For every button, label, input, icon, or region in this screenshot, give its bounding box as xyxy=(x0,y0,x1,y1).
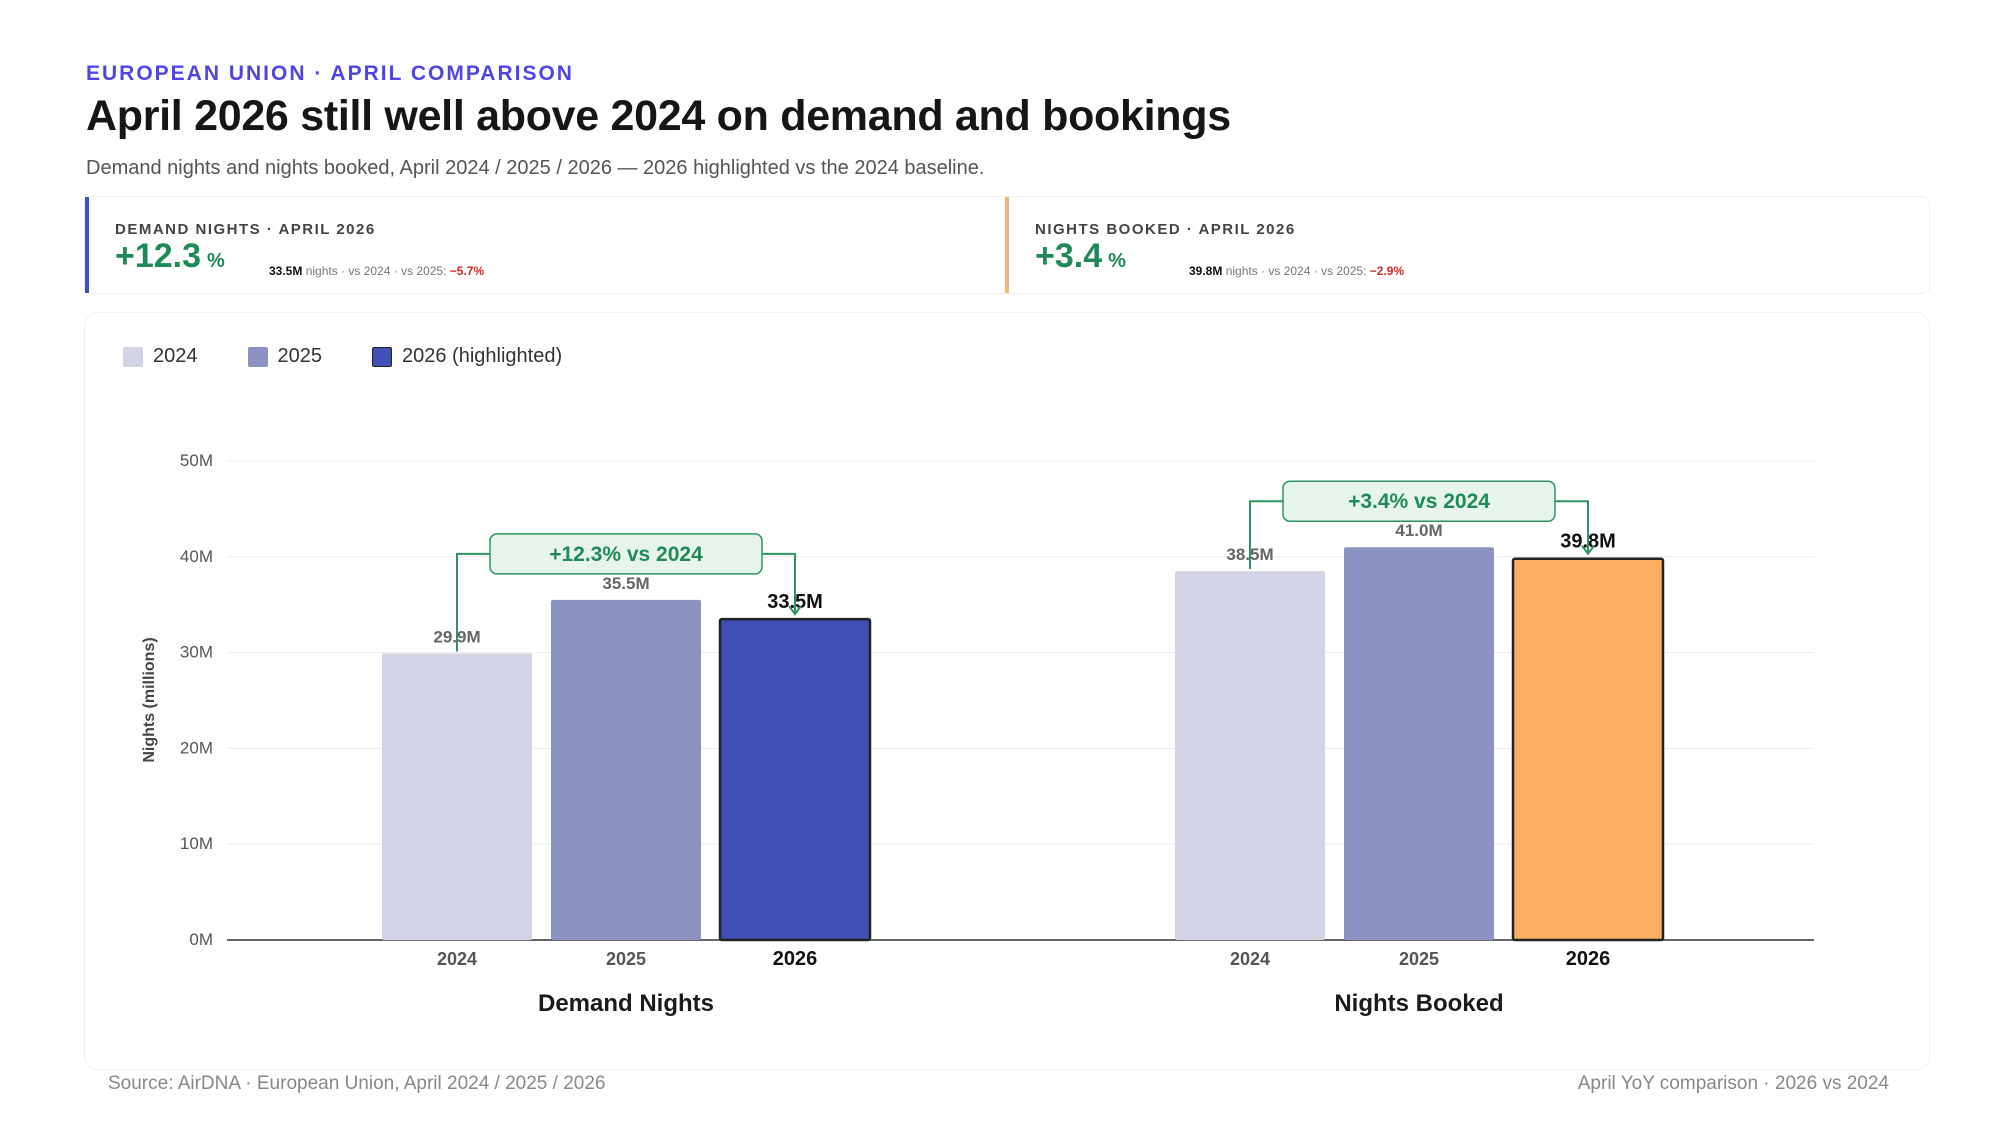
bar xyxy=(382,653,532,940)
kpi-nights-booked: NIGHTS BOOKED · APRIL 2026 +3.4% 39.8M n… xyxy=(1005,197,1931,293)
kpi-demand-nights: DEMAND NIGHTS · APRIL 2026 +12.3% 33.5M … xyxy=(85,197,1005,293)
bar-value-label: 41.0M xyxy=(1395,521,1442,540)
group-label: Nights Booked xyxy=(1334,990,1503,1017)
bar xyxy=(1175,571,1325,940)
kpi-detail: 33.5M nights · vs 2024 · vs 2025: −5.7% xyxy=(269,264,484,278)
annotation-arrowhead xyxy=(1581,545,1595,556)
kpi-detail: 39.8M nights · vs 2024 · vs 2025: −2.9% xyxy=(1189,264,1404,278)
bar xyxy=(551,599,701,940)
kpi-row: DEMAND NIGHTS · APRIL 2026 +12.3% 33.5M … xyxy=(84,196,1930,294)
kpi-detail-delta: −2.9% xyxy=(1369,264,1405,278)
kpi-value: +3.4% xyxy=(1035,237,1126,276)
kpi-detail-delta: −5.7% xyxy=(449,264,485,278)
bar xyxy=(1511,557,1665,942)
legend-label: 2026 (highlighted) xyxy=(402,345,563,367)
kpi-number: +3.4 xyxy=(1035,237,1103,275)
page-title: April 2026 still well above 2024 on dema… xyxy=(86,92,1231,140)
x-tick-label: 2024 xyxy=(437,949,477,969)
legend-label: 2024 xyxy=(153,345,198,367)
kpi-detail-text: nights · vs 2024 · vs 2025: xyxy=(1222,264,1370,278)
kpi-value: +12.3% xyxy=(115,237,225,276)
y-axis-label: Nights (millions) xyxy=(141,637,158,762)
bar xyxy=(1344,547,1494,940)
x-tick-label: 2025 xyxy=(1399,949,1439,969)
legend-label: 2025 xyxy=(277,345,323,367)
annotation-label: +3.4% vs 2024 xyxy=(1348,490,1490,513)
legend-item-2025: 2025 xyxy=(247,345,323,368)
y-tick-label: 40M xyxy=(180,547,213,566)
legend-swatch xyxy=(372,346,392,367)
legend-item-2026: 2026 (highlighted) xyxy=(372,345,562,368)
x-tick-label: 2025 xyxy=(606,949,646,969)
kpi-unit: % xyxy=(207,250,225,272)
chart-card: 2024 2025 2026 (highlighted) 0M 10M 20M 30M… xyxy=(84,312,1930,1070)
x-tick-label: 2026 xyxy=(1566,948,1611,970)
footer-source: Source: AirDNA · European Union, April 2… xyxy=(108,1073,606,1094)
kpi-unit: % xyxy=(1108,250,1126,272)
y-tick-label: 10M xyxy=(180,834,213,853)
annotation-label: +12.3% vs 2024 xyxy=(549,543,703,566)
legend-swatch xyxy=(247,346,268,367)
annotation-box xyxy=(489,533,763,575)
footer-note: April YoY comparison · 2026 vs 2024 xyxy=(1577,1073,1889,1094)
kpi-label: NIGHTS BOOKED · APRIL 2026 xyxy=(1035,221,1296,238)
eyebrow: EUROPEAN UNION · APRIL COMPARISON xyxy=(86,62,574,85)
group-label: Demand Nights xyxy=(538,990,714,1017)
legend-swatch xyxy=(123,346,143,367)
annotation-box xyxy=(1282,480,1556,522)
y-tick-label: 30M xyxy=(180,643,213,662)
kpi-label: DEMAND NIGHTS · APRIL 2026 xyxy=(115,221,376,238)
kpi-detail-value: 39.8M xyxy=(1189,264,1223,278)
y-tick-label: 0M xyxy=(189,930,213,949)
x-tick-label: 2026 xyxy=(773,948,818,970)
chart-legend: 2024 2025 2026 (highlighted) xyxy=(123,345,612,368)
y-tick-label: 20M xyxy=(180,738,213,757)
kpi-number: +12.3 xyxy=(115,237,202,275)
kpi-detail-value: 33.5M xyxy=(269,264,303,278)
annotation-arrowhead xyxy=(788,605,802,616)
page-subtitle: Demand nights and nights booked, April 2… xyxy=(86,157,985,179)
bar xyxy=(718,617,872,942)
x-tick-label: 2024 xyxy=(1230,949,1270,969)
y-tick-label: 50M xyxy=(180,451,213,470)
kpi-detail-text: nights · vs 2024 · vs 2025: xyxy=(302,264,450,278)
bar-value-label: 35.5M xyxy=(602,574,649,593)
legend-item-2024: 2024 xyxy=(123,345,198,368)
